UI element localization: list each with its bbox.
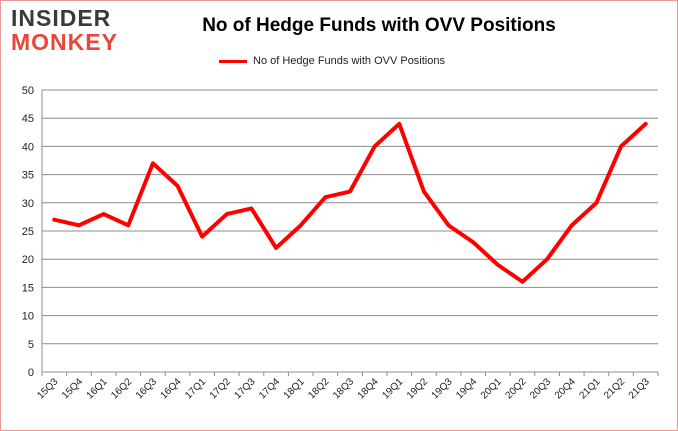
x-tick-label: 19Q3 bbox=[430, 376, 455, 401]
data-point bbox=[545, 257, 549, 261]
data-point bbox=[570, 223, 574, 227]
x-tick-label: 16Q1 bbox=[85, 376, 110, 401]
data-point bbox=[176, 184, 180, 188]
x-tick-label: 20Q4 bbox=[553, 376, 578, 401]
data-point bbox=[77, 223, 81, 227]
y-tick-label: 5 bbox=[28, 339, 34, 351]
x-tick-label: 21Q3 bbox=[627, 376, 652, 401]
data-point bbox=[299, 223, 303, 227]
y-tick-label: 0 bbox=[28, 367, 34, 379]
x-tick-label: 16Q2 bbox=[109, 376, 134, 401]
data-point bbox=[323, 195, 327, 199]
legend-swatch bbox=[219, 59, 247, 63]
data-point bbox=[594, 201, 598, 205]
x-tick-label: 18Q1 bbox=[282, 376, 307, 401]
x-tick-label: 18Q3 bbox=[331, 376, 356, 401]
x-tick-label: 20Q2 bbox=[504, 376, 529, 401]
y-tick-label: 50 bbox=[22, 85, 34, 97]
x-tick-label: 21Q1 bbox=[577, 376, 602, 401]
data-point bbox=[348, 190, 352, 194]
data-point bbox=[520, 280, 524, 284]
legend: No of Hedge Funds with OVV Positions bbox=[219, 55, 445, 67]
x-tick-label: 17Q3 bbox=[232, 376, 257, 401]
data-point bbox=[373, 144, 377, 148]
data-point bbox=[249, 206, 253, 210]
y-tick-label: 10 bbox=[22, 311, 34, 323]
data-point bbox=[151, 161, 155, 165]
x-tick-label: 15Q4 bbox=[60, 376, 85, 401]
y-tick-label: 15 bbox=[22, 282, 34, 294]
data-point bbox=[619, 144, 623, 148]
data-point bbox=[447, 223, 451, 227]
logo-line2: MONKEY bbox=[11, 29, 118, 55]
x-tick-label: 18Q2 bbox=[306, 376, 331, 401]
y-tick-label: 45 bbox=[22, 113, 34, 125]
x-tick-label: 16Q3 bbox=[134, 376, 159, 401]
chart-title: No of Hedge Funds with OVV Positions bbox=[202, 15, 556, 36]
data-point bbox=[397, 122, 401, 126]
x-tick-label: 21Q2 bbox=[602, 376, 627, 401]
data-point bbox=[52, 218, 56, 222]
data-point bbox=[200, 235, 204, 239]
x-tick-label: 18Q4 bbox=[356, 376, 381, 401]
data-point bbox=[102, 212, 106, 216]
y-tick-label: 30 bbox=[22, 198, 34, 210]
y-tick-label: 35 bbox=[22, 170, 34, 182]
x-tick-label: 17Q4 bbox=[257, 376, 282, 401]
legend-label: No of Hedge Funds with OVV Positions bbox=[253, 55, 445, 67]
x-tick-label: 19Q1 bbox=[380, 376, 405, 401]
data-point bbox=[274, 246, 278, 250]
x-tick-label: 20Q1 bbox=[479, 376, 504, 401]
data-point bbox=[644, 122, 648, 126]
data-point bbox=[422, 190, 426, 194]
insider-monkey-logo: INSIDER MONKEY bbox=[11, 7, 127, 55]
x-tick-label: 19Q4 bbox=[454, 376, 479, 401]
x-tick-label: 17Q1 bbox=[183, 376, 208, 401]
y-tick-label: 20 bbox=[22, 254, 34, 266]
x-tick-label: 19Q2 bbox=[405, 376, 430, 401]
x-tick-label: 20Q3 bbox=[528, 376, 553, 401]
data-point bbox=[126, 223, 130, 227]
x-tick-label: 16Q4 bbox=[159, 376, 184, 401]
logo-line1: INSIDER bbox=[11, 5, 112, 31]
y-tick-label: 25 bbox=[22, 226, 34, 238]
x-tick-label: 15Q3 bbox=[35, 376, 60, 401]
x-tick-label: 17Q2 bbox=[208, 376, 233, 401]
y-tick-label: 40 bbox=[22, 141, 34, 153]
data-point bbox=[496, 263, 500, 267]
data-point bbox=[225, 212, 229, 216]
data-point bbox=[471, 240, 475, 244]
